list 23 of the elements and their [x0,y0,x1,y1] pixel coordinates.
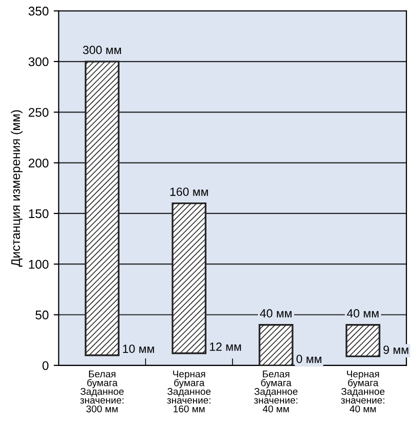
y-tick-label: 300 [28,57,48,66]
bar [258,324,294,366]
bar [346,324,380,358]
y-tick-label: 200 [28,158,48,168]
annotation: 0 мм [296,354,322,364]
annotation: 12 мм [210,342,241,351]
x-tick-label: Белая бумага Заданное значение: 40 мм [254,370,298,412]
annotation: 300 мм [82,46,121,54]
y-tick-label: 350 [28,6,48,16]
x-tick-label: Черная бумага Заданное значение: 160 мм [167,370,211,412]
x-tick-label: Черная бумага Заданное значение: 40 мм [340,370,384,412]
y-tick-label: 150 [29,209,48,218]
y-tick-label: 50 [36,310,48,320]
y-tick-label: 0 [42,361,48,370]
annotation: 40 мм [260,309,292,318]
y-axis-title: Дистанция измерения (мм) [10,110,23,267]
y-tick-label: 100 [29,260,48,269]
x-tick-label: Белая бумага Заданное значение: 300 мм [80,370,124,412]
annotation: 40 мм [346,309,378,318]
annotation: 9 мм [384,346,408,354]
y-tick-label: 250 [28,108,48,117]
annotation: 10 мм [123,344,154,353]
annotation: 160 мм [170,188,208,196]
